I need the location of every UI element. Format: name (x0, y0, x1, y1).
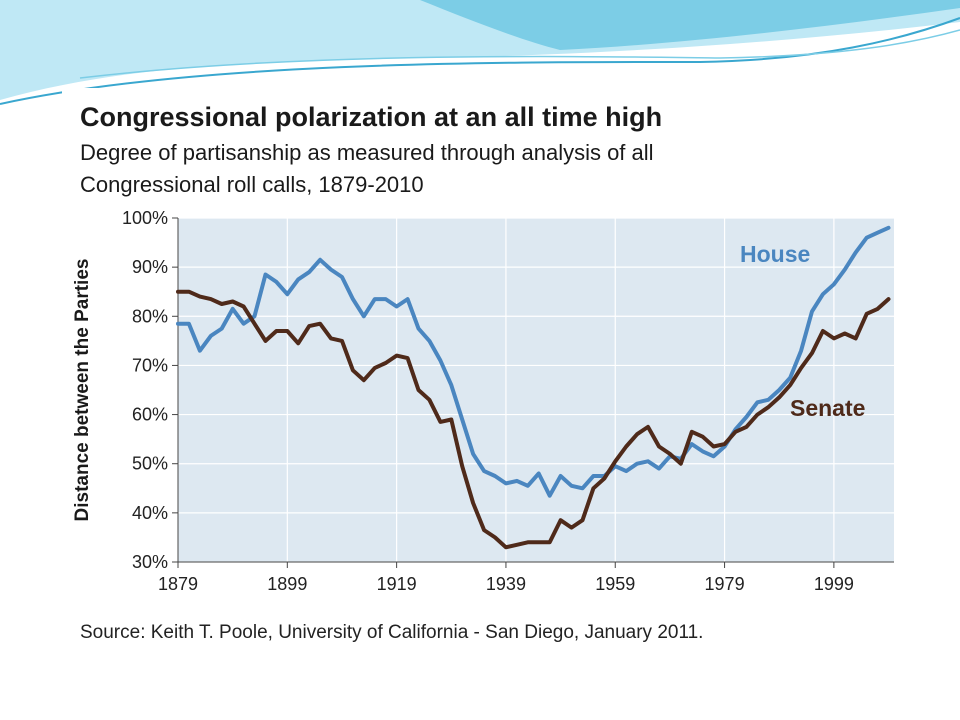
y-tick-label: 100% (122, 208, 168, 228)
series-line-senate (176, 289, 891, 550)
x-tick-label: 1959 (595, 574, 635, 594)
y-tick-label: 80% (132, 306, 168, 326)
x-tick-label: 1899 (267, 574, 307, 594)
y-tick-label: 60% (132, 405, 168, 425)
wave-line-2 (79, 29, 960, 79)
y-tick-label: 90% (132, 257, 168, 277)
y-tick-label: 70% (132, 355, 168, 375)
x-tick-label: 1979 (705, 574, 745, 594)
wave-mid (420, 0, 960, 50)
wave-line-1 (0, 17, 960, 105)
x-tick-label: 1999 (814, 574, 854, 594)
grid-lines (177, 217, 894, 563)
series-label-house: House (740, 241, 810, 267)
y-tick-label: 40% (132, 503, 168, 523)
x-tick-label: 1919 (377, 574, 417, 594)
y-tick-label: 30% (132, 552, 168, 572)
series-label-senate: Senate (790, 395, 865, 421)
chart-subtitle-line1: Degree of partisanship as measured throu… (80, 140, 654, 165)
y-tick-label: 50% (132, 454, 168, 474)
x-tick-labels: 1879 1899 1919 1939 1959 1979 1999 (158, 562, 854, 594)
y-axis-label: Distance between the Parties (72, 259, 93, 522)
chart-title: Congressional polarization at an all tim… (80, 102, 662, 132)
x-tick-label: 1939 (486, 574, 526, 594)
series-line-house (176, 225, 891, 498)
chart: Congressional polarization at an all tim… (72, 102, 894, 643)
chart-card: Congressional polarization at an all tim… (62, 88, 934, 666)
x-tick-label: 1879 (158, 574, 198, 594)
source-note: Source: Keith T. Poole, University of Ca… (80, 622, 703, 643)
slide-header-waves (0, 0, 960, 105)
y-tick-labels: 30% 40% 50% 60% 70% 80% 90% 100% (122, 208, 178, 572)
plot-area (178, 218, 894, 562)
chart-subtitle-line2: Congressional roll calls, 1879-2010 (80, 172, 424, 197)
series-lines (176, 225, 891, 550)
